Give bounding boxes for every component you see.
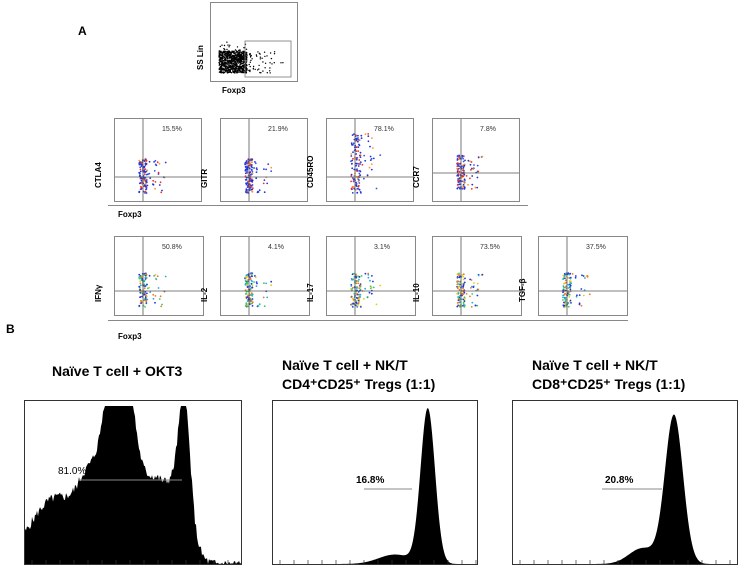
row2-plot-1 <box>114 236 204 316</box>
row1-plot-2-percent: 21.9% <box>268 126 288 133</box>
panel-label-b: B <box>6 322 15 336</box>
row2-plot-4 <box>432 236 522 316</box>
histogram-1-title-line1: Naïve T cell + OKT3 <box>52 363 183 379</box>
gating-ylabel: SS Lin <box>196 45 205 70</box>
row2-plot-5-percent: 37.5% <box>586 244 606 251</box>
row2-plot-3 <box>326 236 416 316</box>
row1-plot-1-percent: 15.5% <box>162 126 182 133</box>
row2-plot-2-percent: 4.1% <box>268 244 284 251</box>
row1-plot-1 <box>114 118 202 202</box>
histogram-3-title: Naïve T cell + NK/T CD8⁺CD25⁺ Tregs (1:1… <box>532 356 685 394</box>
histogram-1-ticks <box>31 560 229 564</box>
row1-plot-4 <box>432 118 520 202</box>
row2-plot-1-marker: IFNγ <box>94 284 103 302</box>
foxp3-gate <box>244 40 292 78</box>
histogram-3-title-line2: CD8⁺CD25⁺ Tregs (1:1) <box>532 376 686 392</box>
row1-plot-3 <box>326 118 414 202</box>
row2-plot-5-marker: TGF-β <box>518 278 527 302</box>
histogram-2 <box>272 400 478 565</box>
row2-plot-3-marker: IL-17 <box>306 283 315 302</box>
row1-plot-3-marker: CD45RO <box>306 155 315 188</box>
row1-plot-4-percent: 7.8% <box>480 126 496 133</box>
row1-axis-line <box>108 205 528 206</box>
histogram-3-ticks <box>519 560 731 564</box>
gating-plot <box>210 2 298 82</box>
histogram-3-title-line1: Naïve T cell + NK/T <box>532 357 658 373</box>
histogram-1-curve <box>24 406 241 564</box>
histogram-3-curve <box>512 414 737 564</box>
row2-plot-2 <box>220 236 310 316</box>
row2-plot-5 <box>538 236 628 316</box>
histogram-2-curve <box>272 408 477 564</box>
row1-plot-1-marker: CTLA4 <box>94 162 103 188</box>
gating-xlabel: Foxp3 <box>222 86 246 95</box>
row2-axis-line <box>108 320 628 321</box>
row1-plot-2-marker: GITR <box>200 168 209 188</box>
row2-plot-3-percent: 3.1% <box>374 244 390 251</box>
row1-plot-2 <box>220 118 308 202</box>
panel-label-a: A <box>78 24 87 38</box>
histogram-1-title: Naïve T cell + OKT3 <box>52 362 182 381</box>
histogram-2-title-line1: Naïve T cell + NK/T <box>282 357 408 373</box>
histogram-2-ticks <box>279 560 477 564</box>
histogram-2-gate-percent: 16.8% <box>356 475 385 486</box>
row2-plot-2-marker: IL-2 <box>200 287 209 302</box>
histogram-3-gate-percent: 20.8% <box>605 475 634 486</box>
gating-scatter <box>218 40 292 78</box>
histogram-3 <box>512 400 738 565</box>
row1-plot-4-marker: CCR7 <box>412 166 421 188</box>
row2-xlabel: Foxp3 <box>118 332 142 341</box>
histogram-1-gate-percent: 81.0% <box>58 466 87 477</box>
row2-plot-4-marker: IL-10 <box>412 283 421 302</box>
row1-xlabel: Foxp3 <box>118 210 142 219</box>
row2-plot-1-percent: 50.8% <box>162 244 182 251</box>
histogram-2-title-line2: CD4⁺CD25⁺ Tregs (1:1) <box>282 376 436 392</box>
histogram-1 <box>24 400 242 565</box>
row2-plot-4-percent: 73.5% <box>480 244 500 251</box>
histogram-2-title: Naïve T cell + NK/T CD4⁺CD25⁺ Tregs (1:1… <box>282 356 435 394</box>
row1-plot-3-percent: 78.1% <box>374 126 394 133</box>
